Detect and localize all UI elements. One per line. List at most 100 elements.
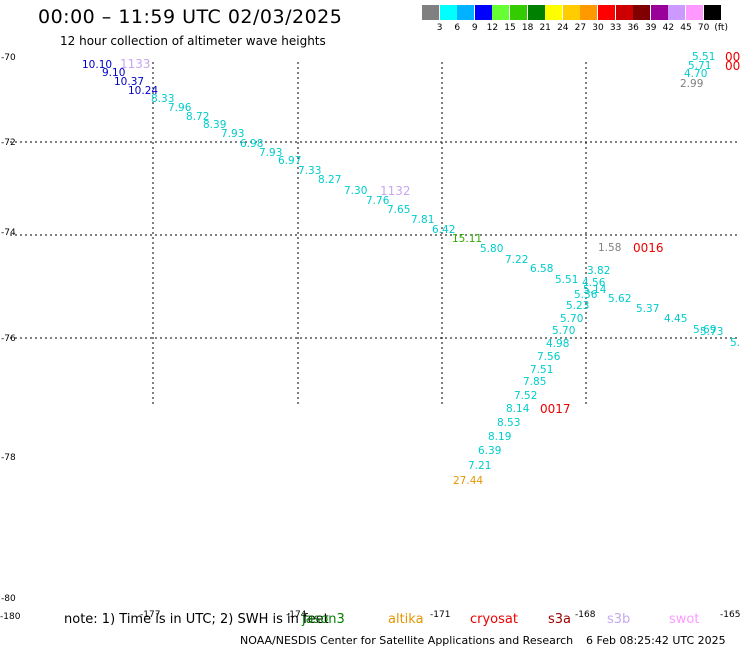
wave-height-value: 8.14 (506, 403, 530, 415)
legend-item: altika (388, 612, 424, 627)
wave-height-value: 6.39 (478, 445, 501, 457)
wave-height-value: 8.27 (318, 174, 341, 186)
scale-swatch (545, 5, 563, 20)
latitude-label: -80 (1, 594, 16, 604)
wave-height-value: 5.51 (555, 274, 578, 286)
legend-item: s3a (548, 612, 572, 627)
legend-item: jason3 (302, 612, 345, 627)
pass-id-label: 0017 (540, 402, 571, 416)
pass-id-label: 00 (725, 59, 740, 73)
wave-height-value: 7.51 (530, 364, 553, 376)
wave-height-value: 4.56 (582, 277, 606, 289)
footer-note: note: 1) Time is in UTC; 2) SWH is in fe… (64, 612, 329, 627)
scale-swatch (422, 5, 439, 20)
pass-id-label: 1132 (380, 184, 411, 198)
scale-swatch (598, 5, 615, 20)
scale-swatch (439, 5, 457, 20)
wave-height-value: 6.97 (278, 155, 301, 167)
scale-swatch (650, 5, 668, 20)
latitude-label: -76 (1, 334, 16, 344)
longitude-label: -171 (430, 610, 450, 620)
satellite-legend: jason3 altika cryosat s3a s3b swot (0, 612, 740, 630)
scale-swatch (703, 5, 721, 20)
pass-id-label: 1133 (120, 57, 151, 71)
scale-label: 27 (574, 23, 587, 33)
map-grid (10, 62, 740, 405)
scale-label: 39 (645, 23, 657, 33)
scale-label: 21 (539, 23, 551, 33)
scale-label: (ft) (714, 23, 728, 33)
wave-height-value: 8.33 (151, 93, 174, 105)
scale-label: 12 (486, 23, 499, 33)
wave-height-value: 5.70 (552, 325, 575, 337)
scale-swatch (474, 5, 492, 20)
wave-height-value: 7.85 (523, 376, 546, 388)
scale-swatch (457, 5, 475, 20)
scale-label: 30 (592, 23, 604, 33)
wave-height-value: 6.42 (432, 224, 455, 236)
scale-label: 70 (697, 23, 710, 33)
pass-id-label: 0016 (633, 241, 664, 255)
wave-height-values: 10.109.1010.3710.248.337.968.728.397.936… (82, 51, 740, 487)
scale-label: 9 (471, 23, 478, 33)
longitude-label: -174 (286, 610, 307, 620)
longitude-label: -177 (140, 610, 160, 620)
wave-height-value: 7.33 (298, 165, 321, 177)
scale-label: 15 (504, 23, 516, 33)
scale-swatch (668, 5, 686, 20)
wave-height-value: 8.39 (203, 119, 226, 131)
wave-height-value: 5.51 (692, 51, 715, 63)
wave-height-value: 5.37 (636, 303, 659, 315)
wave-height-value: 2.99 (680, 78, 703, 90)
longitude-label: -168 (575, 610, 596, 620)
wave-height-value: 7.21 (468, 460, 491, 472)
wave-height-value: 15.11 (452, 233, 482, 245)
legend-item: cryosat (470, 612, 518, 627)
scale-swatch (686, 5, 703, 20)
wave-height-value: 5.71 (688, 60, 711, 72)
wave-height-value: 4.45 (664, 313, 687, 325)
wave-height-value: 9.10 (102, 67, 125, 79)
latitude-label: -74 (1, 228, 16, 238)
wave-height-value: 6.58 (530, 263, 553, 275)
wave-height-value: 4.70 (684, 68, 707, 80)
scale-swatch (527, 5, 545, 20)
page-title: 00:00 – 11:59 UTC 02/03/2025 (38, 6, 343, 28)
wave-height-value: 7.93 (259, 147, 282, 159)
scale-swatch (510, 5, 527, 20)
wave-height-value: 1.58 (598, 242, 621, 254)
scale-label: 3 (436, 23, 443, 33)
wave-height-value: 27.44 (453, 475, 483, 487)
wave-height-value: 5.73 (700, 326, 723, 338)
scale-label: 6 (454, 23, 461, 33)
scale-swatch (633, 5, 651, 20)
wave-height-value: 10.10 (82, 59, 112, 71)
page-subtitle: 12 hour collection of altimeter wave hei… (60, 34, 326, 48)
wave-height-value: 5.36 (574, 289, 598, 301)
scale-label: 24 (557, 23, 569, 33)
legend-item: swot (669, 612, 700, 627)
wave-height-value: 7.30 (344, 185, 367, 197)
scale-label: 18 (521, 23, 534, 33)
wave-height-value: 7.76 (366, 195, 390, 207)
wave-height-value: 5.23 (566, 300, 589, 312)
wave-height-value: 6.98 (240, 138, 263, 150)
wave-height-value: 5.14 (583, 284, 607, 296)
wave-height-value: 4.98 (546, 338, 569, 350)
latitude-label: -70 (1, 53, 16, 63)
wave-height-value: 7.96 (168, 102, 192, 114)
longitude-label: -165 (720, 610, 740, 620)
scale-swatch (580, 5, 598, 20)
axis-labels: -70 -72 -74 -76 -78 -80 -180 -177 -174 -171 -168 -1… (0, 53, 740, 622)
wave-height-value: 5.70 (560, 313, 583, 325)
latitude-label: -78 (1, 453, 16, 463)
scale-label: 33 (609, 23, 622, 33)
wave-height-value: 5. (730, 337, 740, 349)
wave-height-value: 7.52 (514, 390, 537, 402)
wave-height-value: 7.22 (505, 254, 528, 266)
wave-height-value: 7.81 (411, 214, 434, 226)
longitude-label: -180 (0, 612, 21, 622)
scale-label: 42 (662, 23, 675, 33)
wave-height-value: 10.37 (114, 76, 144, 88)
